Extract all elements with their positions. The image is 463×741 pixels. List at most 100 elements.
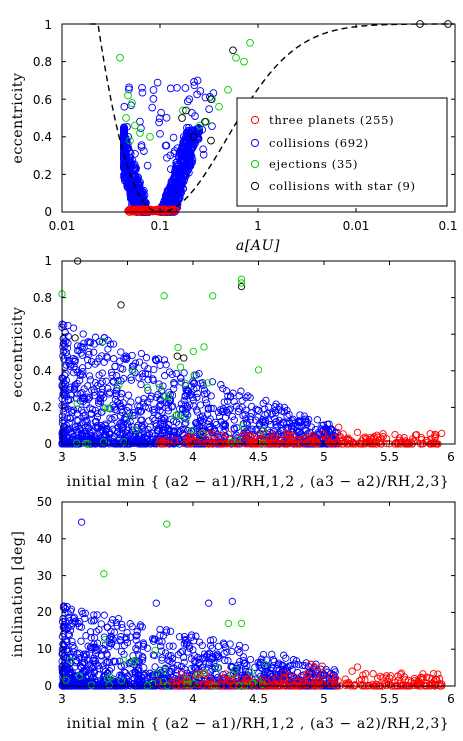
point-ejection (129, 368, 137, 376)
point-three-planets (256, 435, 265, 443)
point-collision (156, 129, 164, 138)
point-collision (127, 398, 135, 406)
legend-box (236, 97, 448, 207)
point-collision (82, 400, 90, 409)
point-collision (125, 403, 133, 411)
point-collision (59, 352, 67, 360)
y-tick-bottom-4: 40 (37, 532, 52, 546)
point-three-planets (318, 662, 326, 670)
point-collision (100, 611, 108, 619)
point-collision (141, 403, 149, 411)
point-collision (141, 433, 149, 442)
point-collision (74, 619, 82, 628)
points-bottom (58, 518, 446, 690)
point-collision (140, 147, 148, 155)
legend-marker-collisions-with-star (250, 181, 260, 191)
point-collision (158, 638, 166, 646)
point-ejection (193, 671, 201, 680)
point-ejection (101, 404, 110, 412)
point-collision (217, 381, 225, 389)
point-ejection (160, 292, 168, 300)
point-collision (102, 658, 110, 667)
point-collision (67, 622, 76, 630)
point-collision (193, 389, 202, 398)
point-collision (120, 661, 129, 669)
point-collision (242, 393, 250, 402)
y-tick-bottom-0: 0 (44, 679, 52, 693)
point-collision (164, 404, 172, 412)
point-ejection (100, 570, 108, 578)
point-ejection (237, 619, 246, 628)
point-three-planets (170, 437, 179, 446)
ticks-bottom (61, 501, 455, 687)
legend-marker-collisions (250, 138, 260, 148)
point-ejection (200, 343, 208, 351)
point-three-planets (320, 429, 328, 438)
point-collision (123, 628, 131, 637)
point-collision (141, 369, 150, 378)
point-collision (152, 599, 160, 607)
point-collision (213, 650, 221, 658)
x-tick-middle-0: 3 (58, 450, 66, 464)
point-collision (124, 391, 133, 399)
point-collision (95, 399, 103, 407)
point-collision (132, 636, 140, 644)
point-collision (223, 397, 232, 405)
point-three-planets (158, 681, 167, 690)
point-three-planets (173, 681, 181, 690)
x-tick-bottom-4: 5 (320, 692, 328, 706)
point-collision (137, 349, 146, 358)
point-ejection (161, 393, 169, 401)
point-collision (202, 660, 210, 668)
point-three-planets (211, 438, 219, 446)
point-collision (139, 399, 147, 407)
point-collision (79, 409, 87, 417)
y-tick-bottom-2: 20 (37, 605, 52, 619)
point-collision (88, 664, 96, 672)
point-collision (303, 420, 311, 429)
point-collision (116, 678, 124, 686)
point-collision (196, 413, 205, 422)
point-collision (117, 637, 125, 645)
point-three-planets (200, 679, 208, 688)
point-collision (116, 636, 124, 644)
point-collision (122, 633, 130, 642)
ticks-middle (61, 260, 455, 445)
point-collision (136, 621, 145, 629)
point-collision (222, 387, 231, 395)
point-collision (182, 640, 191, 649)
point-collision (106, 430, 114, 438)
point-three-planets (431, 681, 439, 689)
y-axis-label-bottom: inclination [deg] (10, 531, 26, 658)
point-collision (149, 414, 157, 423)
point-collision (109, 340, 118, 348)
point-collision (166, 195, 175, 204)
point-three-planets (353, 663, 362, 671)
point-collision (292, 657, 301, 665)
point-three-planets (436, 679, 444, 688)
point-collision (251, 416, 260, 424)
point-collision (86, 376, 95, 384)
point-three-planets (299, 678, 307, 686)
point-three-planets (283, 429, 291, 438)
point-ejection (124, 91, 132, 100)
point-collision (66, 668, 74, 677)
point-collision (125, 184, 134, 193)
point-ejection (224, 85, 232, 94)
point-collision (187, 631, 196, 639)
point-collision (213, 653, 222, 661)
point-collision (87, 410, 95, 419)
point-collision (125, 660, 133, 668)
point-ejection (213, 663, 222, 672)
point-three-planets (356, 680, 365, 689)
point-three-planets (424, 438, 432, 446)
point-collision (139, 654, 147, 662)
point-collision (118, 624, 126, 632)
point-collision (140, 362, 149, 370)
point-collision (181, 636, 190, 644)
point-collision (98, 352, 106, 360)
point-three-planets (303, 439, 311, 447)
point-collision (173, 144, 182, 153)
point-collision (117, 348, 125, 356)
point-collision (203, 389, 211, 397)
